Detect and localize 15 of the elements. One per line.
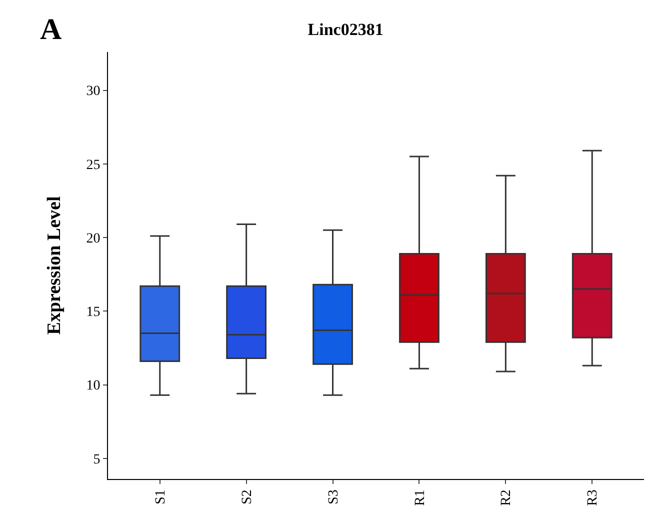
text: A (40, 13, 62, 46)
y-tick-label: 25 (86, 158, 100, 173)
y-tick-label: 20 (86, 231, 100, 246)
chart-title: Linc02381 (308, 20, 384, 40)
y-tick-label: 15 (86, 305, 100, 320)
x-tick-label: S1 (153, 490, 168, 504)
x-tick-label: R3 (586, 490, 601, 506)
x-tick-label: S3 (326, 490, 342, 504)
x-tick-label: R2 (499, 490, 514, 506)
x-tick-label: S2 (240, 490, 255, 504)
x-tick-label: R1 (412, 490, 428, 506)
y-tick-label: 5 (93, 452, 100, 468)
y-tick-label: 30 (86, 84, 100, 100)
y-tick-label: 10 (86, 378, 100, 394)
y-axis-title: Expression Level (44, 196, 65, 335)
